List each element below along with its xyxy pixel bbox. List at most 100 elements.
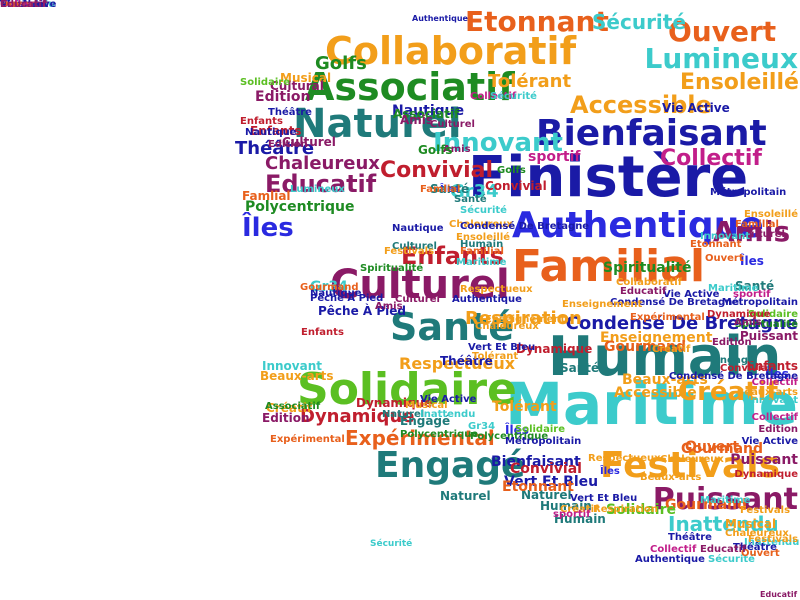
cloud-word: Sécurité [708,554,755,565]
cloud-word: Respiration [465,308,582,329]
cloud-word: Naturel [440,489,491,503]
cloud-word: Santé [454,194,487,205]
cloud-word: Puissant [730,452,798,468]
cloud-word: Théâtre [235,138,315,159]
cloud-word: Respectueux [399,354,516,373]
cloud-word: Ouvert [685,439,740,455]
cloud-word: Polycentrique [245,199,355,215]
cloud-word: Solidaire [297,364,517,415]
cloud-word: Santé [735,279,775,293]
cloud-word: Créatif [266,401,313,415]
cloud-word: Gourmand [604,339,687,355]
cloud-word: Dynamique [516,342,593,356]
cloud-word: Condensé De Bretagne [610,297,740,308]
cloud-word: Inattendu [668,512,779,536]
cloud-word: Pêche À Pied [310,293,384,304]
cloud-word: Polycentrique [400,429,479,440]
cloud-word: Santé [430,182,470,196]
cloud-word: Vie Active [0,0,57,10]
cloud-word: Golfs [418,143,453,157]
cloud-word: Ensoleillé [743,209,798,220]
cloud-word: Santé [390,305,515,349]
cloud-word: Respiration [593,504,658,515]
cloud-word: Chaleureux [265,153,380,174]
cloud-word: Spiritualité [734,319,798,330]
cloud-word: Collectif [0,0,47,10]
cloud-word: Etonnant [502,479,574,495]
cloud-word: Créatif [560,504,599,515]
cloud-word: Îles [440,184,460,195]
cloud-word: Vert Et Bleu [504,474,599,490]
cloud-word: Culturel [330,262,510,308]
cloud-word: Vert Et Bleu [570,493,638,504]
cloud-word: Chaleureux [725,528,789,539]
cloud-word: Condensé De Bretagne [668,371,798,382]
cloud-word: Solidaire [240,77,290,88]
cloud-word: Amis [375,301,403,312]
cloud-word: Vie Active [741,436,798,447]
cloud-word: Solidaire [515,424,565,435]
cloud-word: Cultural [270,79,324,93]
cloud-word: Educatif [0,0,47,10]
cloud-word: Amis [713,215,791,248]
cloud-word: Nautique [310,288,362,299]
cloud-word: Humain [548,325,782,388]
cloud-word: Ouvert [0,0,39,10]
cloud-word: Convivial [380,158,494,183]
cloud-word: Golfs [315,53,367,74]
cloud-word: Condensé De Bretagne [565,313,798,334]
cloud-word: Théâtre [0,0,44,10]
cloud-word: Edition [268,139,308,150]
cloud-word: Innovant [748,395,798,406]
cloud-word: Enfants [401,242,504,270]
cloud-word: Condensé De Bretagne [460,221,590,232]
cloud-word: Culturel [430,119,475,130]
cloud-word: Métropolitain [505,436,582,447]
cloud-word: Innovant [433,128,563,158]
cloud-word: Beaux-arts [260,369,334,383]
cloud-word: Expérimental [270,434,345,445]
cloud-word: Familial [512,241,706,292]
cloud-word: Lumineux [290,184,345,195]
cloud-word: Gourmand [681,441,764,457]
cloud-word: Maritime [505,370,798,438]
cloud-word: Lumineux [644,42,798,75]
cloud-word: Collectif [470,91,517,102]
cloud-word: Vie Active [663,289,720,300]
cloud-word: Gr34 [450,181,499,202]
cloud-word: Puissant [0,0,49,10]
cloud-word: Festivals [748,534,799,545]
cloud-word: Educatif [265,170,377,198]
cloud-word: Collaboratif [616,277,683,288]
cloud-word: Associatif [265,401,321,412]
cloud-word: Bienfaisant [491,454,581,470]
cloud-word: Authentique [635,554,705,565]
cloud-word: Musical [405,400,448,411]
cloud-word: Spiritualité [360,263,424,274]
cloud-word: Ensoleillé [456,232,511,243]
cloud-word: Tolérant [492,399,557,415]
cloud-word: Pêche À Pied [318,304,407,318]
cloud-word: Amis [443,144,471,155]
cloud-word: Associatif [393,107,460,121]
cloud-word: Gourmand [665,497,748,513]
cloud-word: Culturel [740,229,785,240]
cloud-word: Solidaire [606,502,676,518]
cloud-word: Enfants [301,327,344,338]
cloud-word: Authentique [412,14,468,23]
cloud-word: Etonnant [465,5,609,38]
cloud-word: Authentique [512,205,764,246]
cloud-word: Musical [280,71,332,85]
cloud-word: Finistère [468,145,749,210]
cloud-word: Théâtre [268,107,312,118]
cloud-word: Ouvert [741,548,780,559]
cloud-word: Enfants [746,359,798,373]
cloud-word: Innovant [262,359,322,373]
cloud-word: Sécurité [370,539,413,549]
cloud-word: Métropolitain [721,297,798,308]
cloud-word: Enfants [250,124,302,138]
cloud-word: Bienfaisant [536,113,767,154]
cloud-word: sportif [528,149,581,165]
cloud-word: Dynamique [734,469,798,480]
